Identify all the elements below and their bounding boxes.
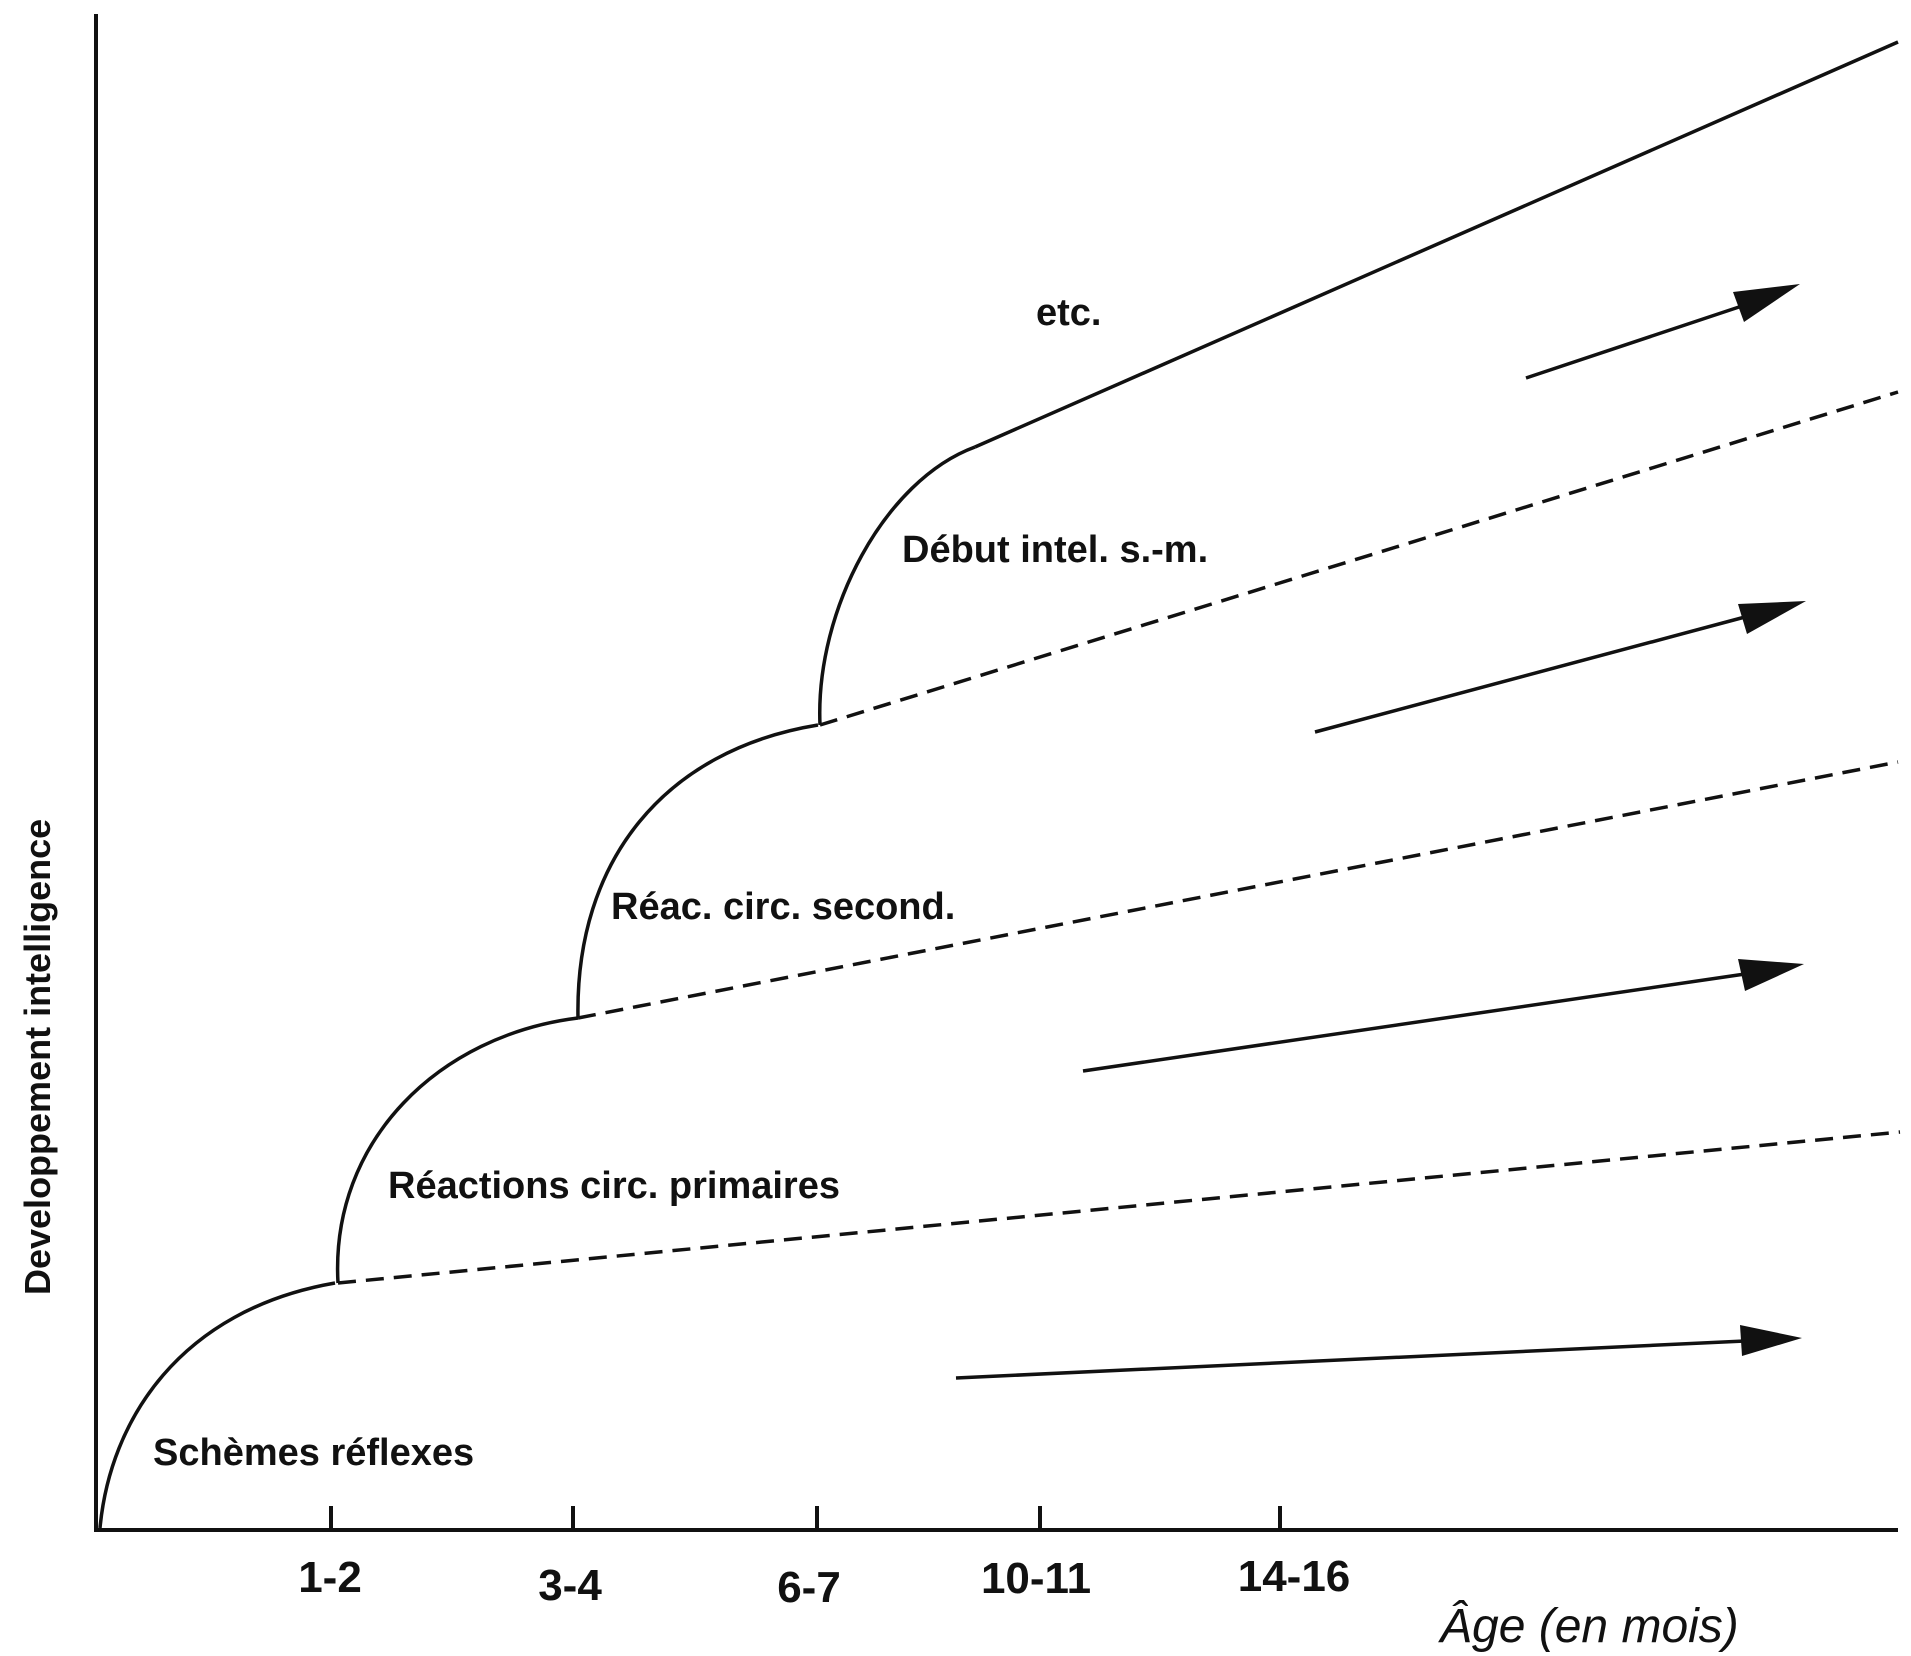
y-axis-title: Developpement intelligence	[17, 819, 58, 1295]
arrow-2	[1082, 959, 1804, 1073]
stage-label-debut: Début intel. s.-m.	[902, 529, 1208, 571]
arrow-3	[1314, 601, 1806, 734]
dashed-line-1	[337, 1130, 1901, 1285]
stage-curve-4	[818, 445, 976, 726]
tick-label-14-16: 14-16	[1238, 1552, 1351, 1601]
x-axis-title: Âge (en mois)	[1438, 1600, 1739, 1653]
stage-curve-3	[576, 723, 819, 1019]
stage-label-etc: etc.	[1036, 292, 1101, 334]
stage-label-second: Réac. circ. second.	[611, 886, 955, 928]
stage-label-primaires: Réactions circ. primaires	[388, 1165, 840, 1207]
dashed-line-3	[819, 390, 1899, 727]
dashed-line-2	[577, 760, 1899, 1020]
stage-label-reflexes: Schèmes réflexes	[153, 1432, 474, 1474]
tick-label-6-7: 6-7	[777, 1563, 841, 1612]
tick-label-3-4: 3-4	[538, 1561, 602, 1610]
stage-curve-2	[335, 1016, 579, 1284]
stage-curve-1	[98, 1281, 336, 1529]
arrow-1	[955, 1325, 1802, 1380]
tick-label-1-2: 1-2	[298, 1553, 362, 1602]
arrow-4	[1525, 284, 1800, 380]
top-solid-line	[974, 40, 1899, 449]
tick-label-10-11: 10-11	[981, 1554, 1091, 1603]
